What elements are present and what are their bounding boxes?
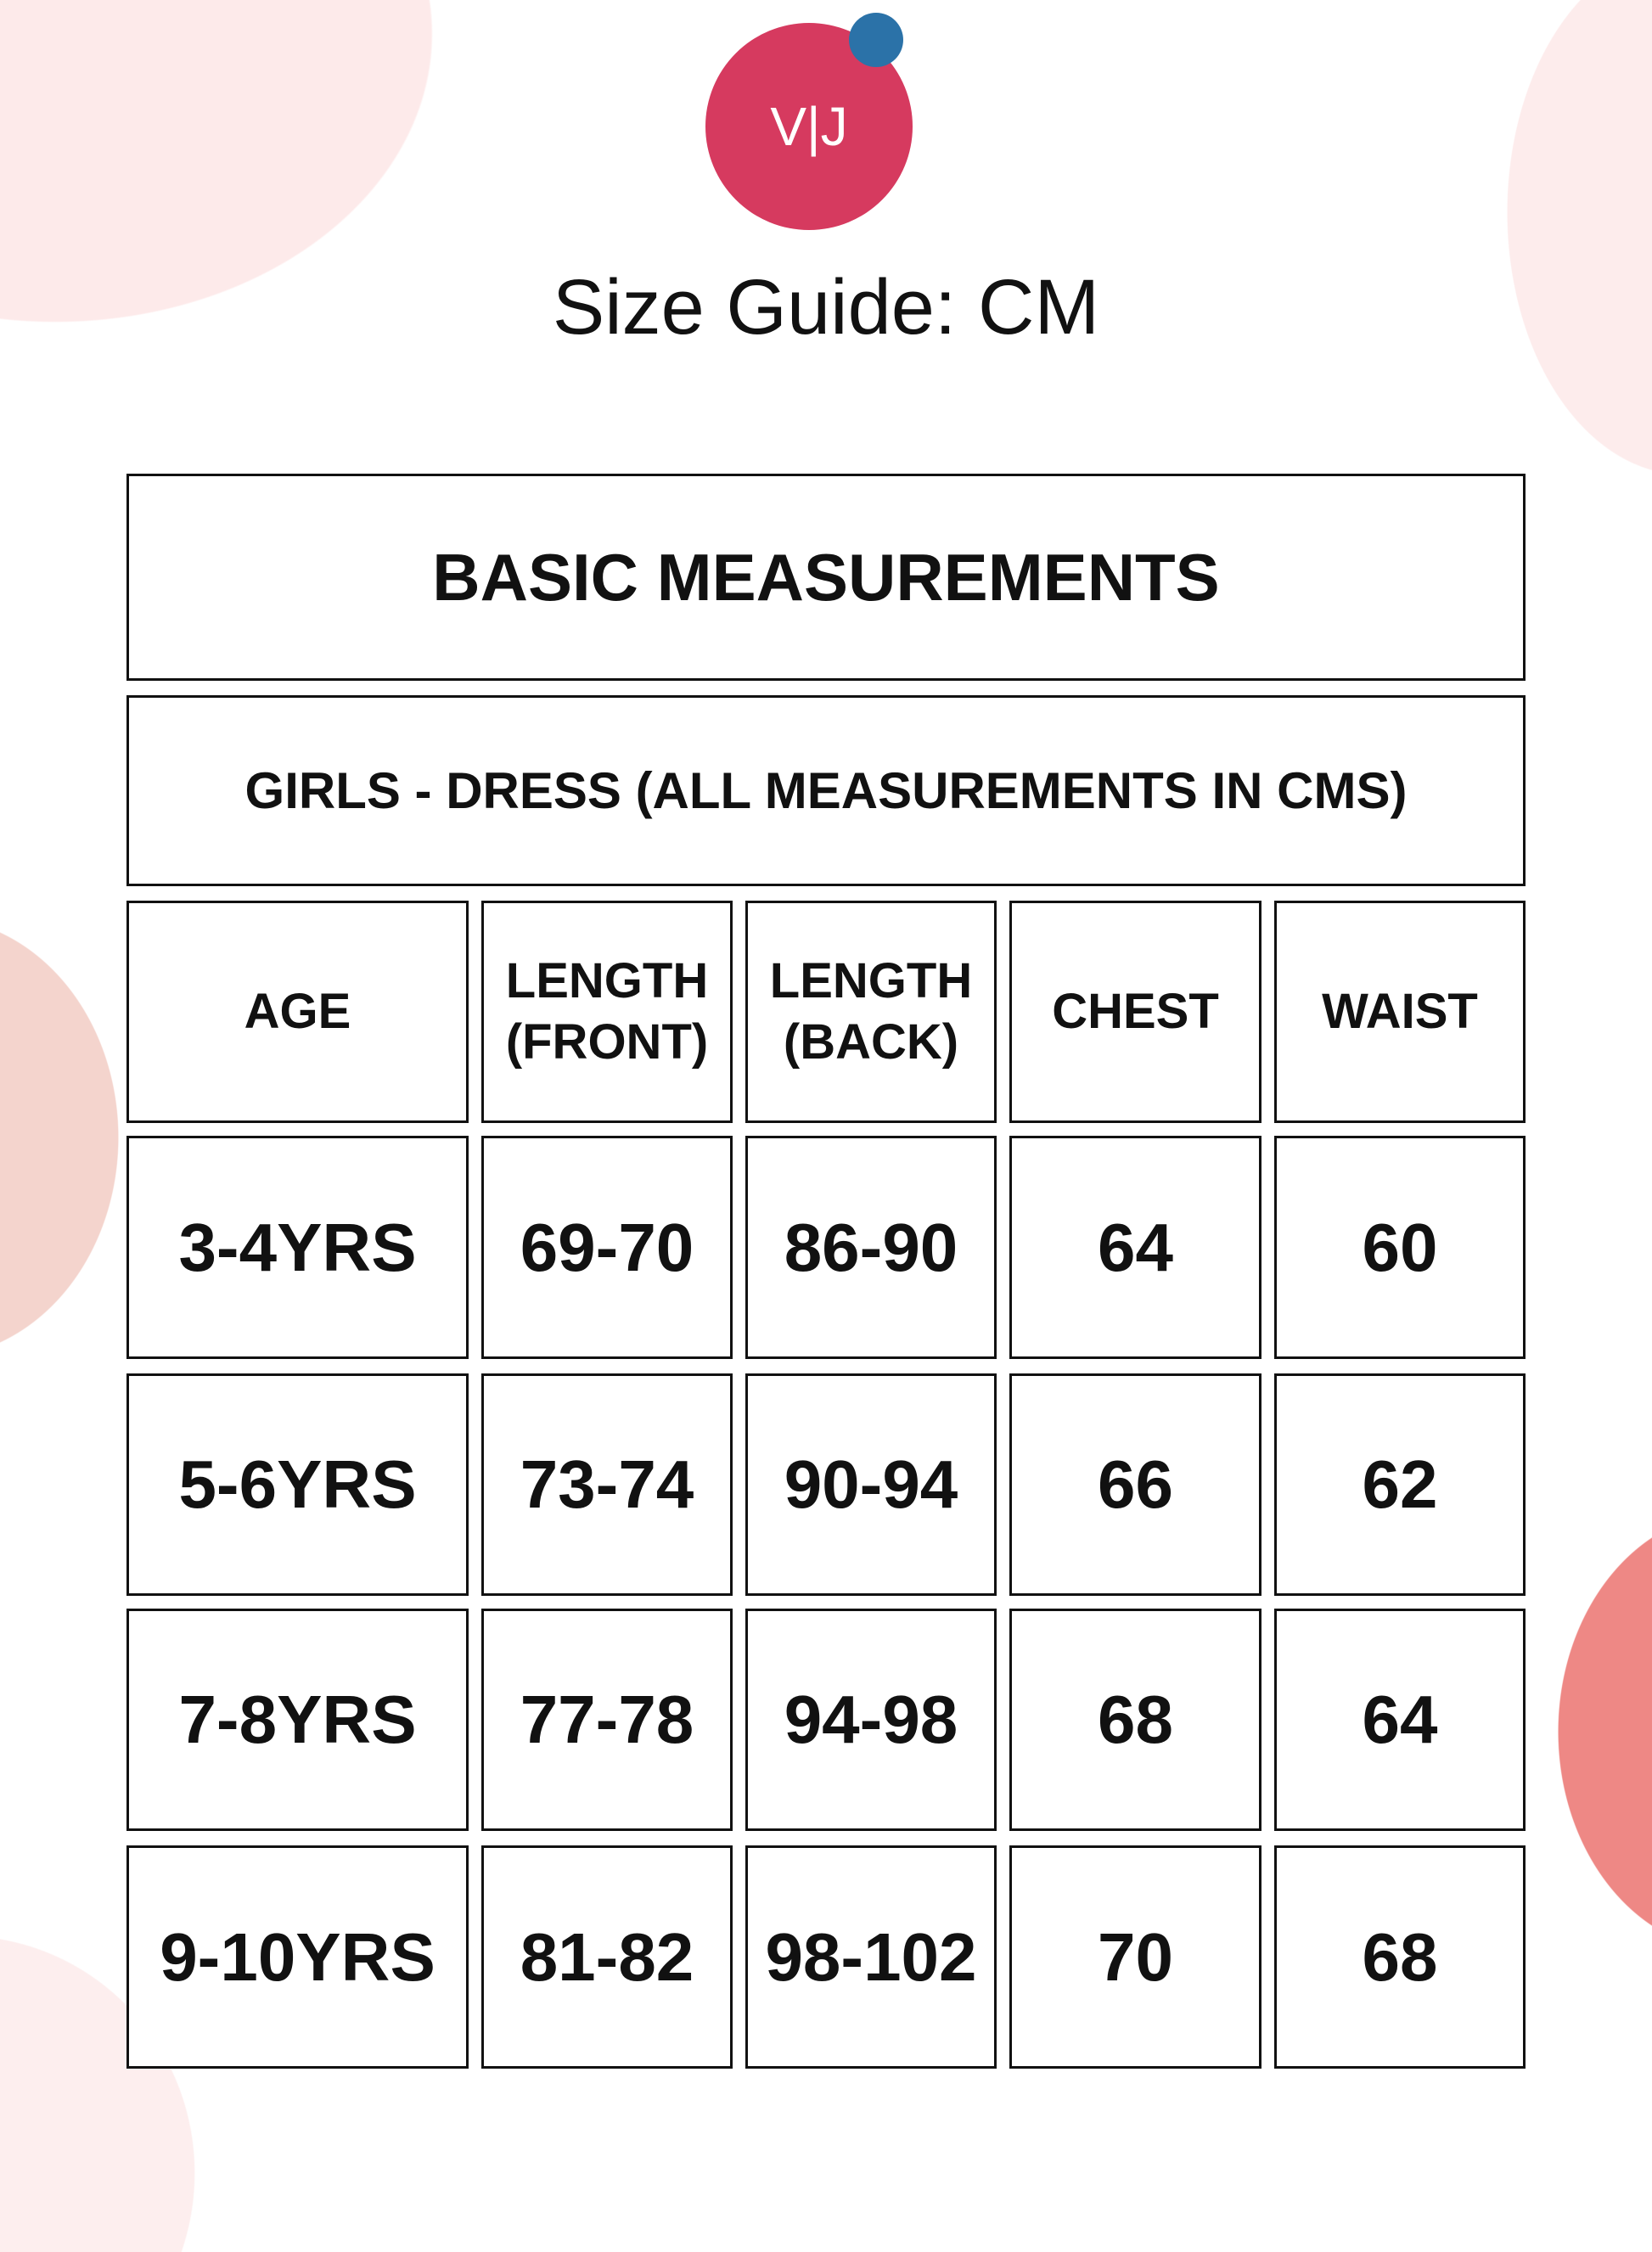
measurement-cell: 68 bbox=[1274, 1845, 1526, 2069]
table-heading: BASIC MEASUREMENTS bbox=[126, 474, 1526, 681]
brand-logo: V|J bbox=[705, 23, 913, 230]
measurement-cell: 66 bbox=[1009, 1373, 1261, 1596]
table-subheading-text: GIRLS - DRESS (ALL MEASUREMENTS IN CMS) bbox=[244, 762, 1408, 819]
measurement-cell: 73-74 bbox=[481, 1373, 733, 1596]
column-header-line: AGE bbox=[244, 983, 351, 1039]
column-header-line: CHEST bbox=[1052, 983, 1219, 1039]
logo-text: V|J bbox=[770, 96, 848, 157]
measurement-cell: 90-94 bbox=[745, 1373, 997, 1596]
column-header-line: (FRONT) bbox=[505, 1014, 709, 1070]
column-header-line: LENGTH bbox=[505, 952, 709, 1008]
column-header-line: (BACK) bbox=[783, 1014, 959, 1070]
column-header: WAIST bbox=[1274, 901, 1526, 1123]
measurement-cell: 60 bbox=[1274, 1136, 1526, 1359]
measurement-cell: 70 bbox=[1009, 1845, 1261, 2069]
age-cell: 7-8YRS bbox=[126, 1609, 469, 1831]
measurement-cell: 94-98 bbox=[745, 1609, 997, 1831]
column-header-line: WAIST bbox=[1322, 983, 1478, 1039]
measurement-cell: 69-70 bbox=[481, 1136, 733, 1359]
column-header-line: LENGTH bbox=[769, 952, 973, 1008]
column-header-text: CHEST bbox=[1052, 981, 1219, 1043]
table-subheading: GIRLS - DRESS (ALL MEASUREMENTS IN CMS) bbox=[126, 695, 1526, 886]
table-heading-text: BASIC MEASUREMENTS bbox=[432, 539, 1220, 615]
page-title: Size Guide: CM bbox=[552, 264, 1100, 351]
measurement-cell: 64 bbox=[1274, 1609, 1526, 1831]
column-header-text: WAIST bbox=[1322, 981, 1478, 1043]
column-header-text: LENGTH (BACK) bbox=[770, 951, 972, 1074]
measurement-cell: 64 bbox=[1009, 1136, 1261, 1359]
age-cell: 3-4YRS bbox=[126, 1136, 469, 1359]
column-header-text: AGE bbox=[244, 981, 351, 1043]
measurement-cell: 86-90 bbox=[745, 1136, 997, 1359]
logo-dot bbox=[849, 13, 903, 67]
measurement-cell: 98-102 bbox=[745, 1845, 997, 2069]
column-header: LENGTH (FRONT) bbox=[481, 901, 733, 1123]
column-header-text: LENGTH (FRONT) bbox=[506, 951, 708, 1074]
measurement-cell: 81-82 bbox=[481, 1845, 733, 2069]
age-cell: 9-10YRS bbox=[126, 1845, 469, 2069]
column-header: LENGTH (BACK) bbox=[745, 901, 997, 1123]
measurement-cell: 68 bbox=[1009, 1609, 1261, 1831]
column-header: CHEST bbox=[1009, 901, 1261, 1123]
age-cell: 5-6YRS bbox=[126, 1373, 469, 1596]
measurement-cell: 77-78 bbox=[481, 1609, 733, 1831]
measurement-cell: 62 bbox=[1274, 1373, 1526, 1596]
column-header: AGE bbox=[126, 901, 469, 1123]
